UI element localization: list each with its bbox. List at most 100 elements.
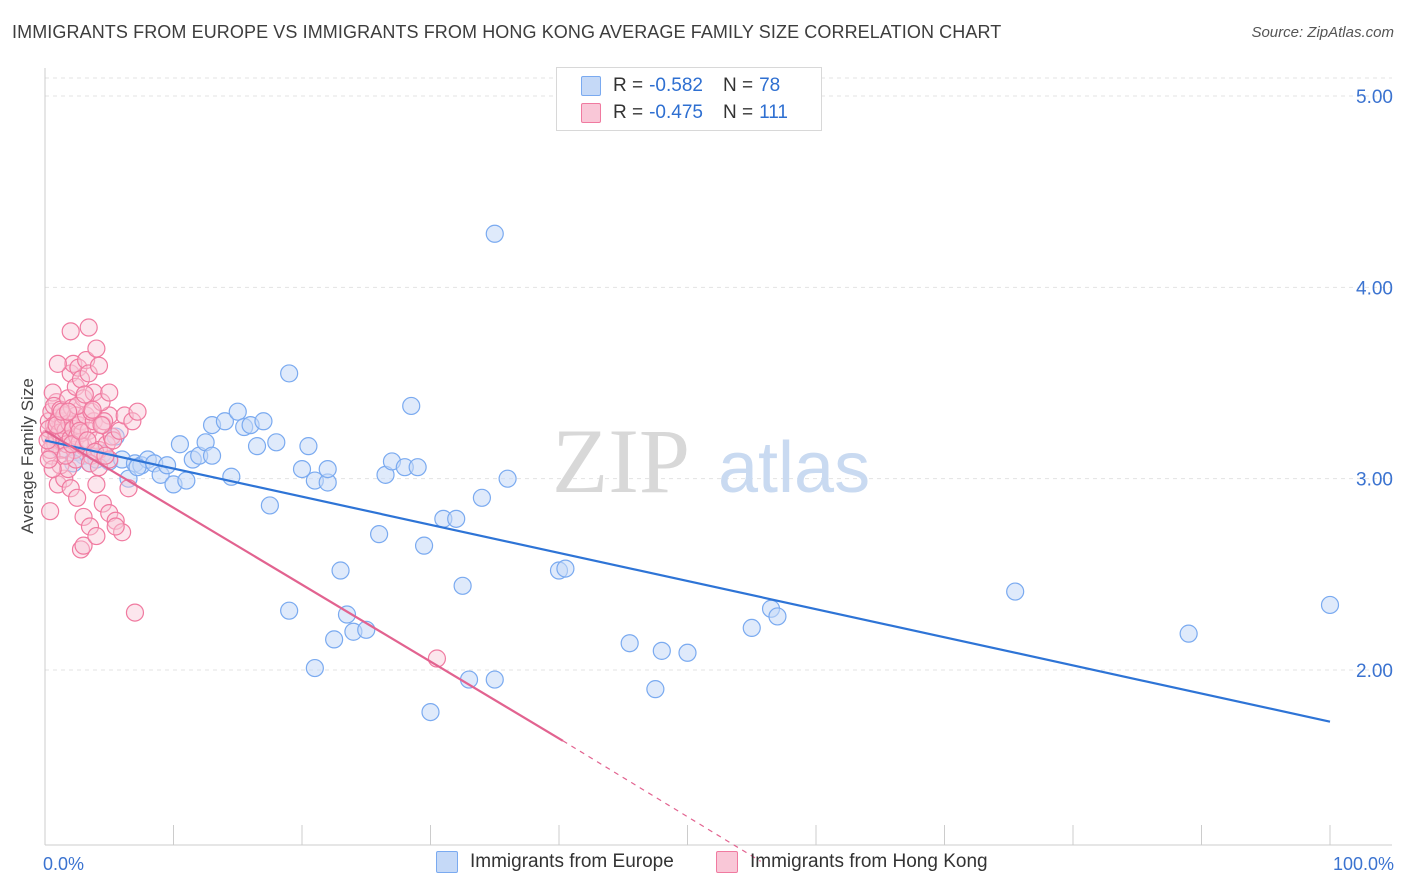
legend-row-europe: R = -0.582 N = 78 [581, 73, 780, 99]
point-europe [280, 364, 299, 383]
point-hongkong [70, 421, 89, 440]
point-europe [305, 658, 324, 678]
point-hongkong [106, 511, 125, 530]
point-hongkong [92, 415, 111, 435]
point-europe [678, 643, 697, 662]
point-europe [485, 224, 504, 243]
point-hongkong [59, 402, 78, 421]
legend-swatch-hongkong [581, 103, 601, 123]
point-europe [280, 601, 299, 620]
y-tick-label: 5.00 [1356, 87, 1393, 108]
point-hongkong [79, 364, 98, 383]
x-tick-label: 0.0% [43, 854, 84, 874]
legend-r-value-hongkong: -0.475 [649, 102, 703, 123]
legend-n-label: N = [722, 75, 754, 96]
point-europe [421, 702, 440, 722]
point-europe [408, 458, 427, 477]
point-europe [498, 469, 517, 488]
point-hongkong [119, 479, 138, 498]
point-hongkong [79, 318, 98, 337]
point-europe [485, 670, 504, 689]
watermark: ZIP atlas [552, 410, 870, 512]
x-tick-labels: 0.0% 100.0% [43, 854, 1394, 874]
point-europe [177, 471, 196, 490]
source-label: Source: ZipAtlas.com [1251, 24, 1394, 41]
point-hongkong [74, 507, 93, 527]
point-hongkong [68, 488, 87, 507]
grid [45, 77, 1392, 671]
point-europe [292, 460, 312, 479]
point-hongkong [59, 460, 78, 479]
point-europe [325, 630, 344, 649]
point-hongkong [100, 383, 119, 402]
point-hongkong [61, 322, 80, 341]
point-europe [414, 536, 434, 555]
point-hongkong [123, 412, 142, 431]
legend-r-label: R = [613, 75, 644, 96]
point-europe [1006, 582, 1025, 601]
point-europe [247, 437, 267, 456]
point-hongkong [41, 502, 60, 521]
point-europe [215, 412, 234, 431]
point-hongkong [106, 517, 125, 536]
point-hongkong [69, 358, 88, 377]
bottom-legend-hongkong: Immigrants from Hong Kong [716, 851, 988, 873]
series-hongkong [38, 318, 447, 668]
point-hongkong [61, 479, 80, 498]
point-europe [260, 496, 279, 515]
point-europe [453, 576, 472, 595]
legend-n-label: N = [722, 102, 754, 123]
point-europe [228, 402, 247, 421]
watermark-zip: ZIP [552, 410, 690, 512]
point-hongkong [66, 450, 85, 469]
point-europe [402, 396, 421, 416]
point-hongkong [47, 415, 66, 435]
y-tick-labels: 2.00 3.00 4.00 5.00 [1356, 87, 1393, 682]
point-hongkong [48, 354, 67, 373]
legend-r-label: R = [613, 102, 644, 123]
point-europe [202, 446, 222, 465]
point-hongkong [87, 526, 106, 546]
point-europe [768, 607, 787, 626]
legend-r-value-europe: -0.582 [649, 75, 703, 96]
point-hongkong [93, 494, 112, 513]
bottom-legend-label-europe: Immigrants from Europe [470, 851, 674, 872]
point-hongkong [87, 475, 106, 494]
point-europe [267, 433, 286, 452]
point-hongkong [80, 517, 100, 536]
point-europe [620, 634, 639, 653]
point-hongkong [83, 400, 102, 419]
point-europe [472, 488, 491, 507]
point-europe [646, 680, 665, 699]
point-europe [318, 460, 337, 479]
point-europe [1179, 624, 1198, 643]
point-hongkong [125, 603, 145, 622]
point-europe [556, 559, 575, 578]
point-europe [1320, 595, 1340, 615]
point-hongkong [75, 385, 94, 404]
trend-line-hongkong [44, 429, 564, 742]
y-tick-label: 4.00 [1356, 278, 1393, 299]
stats-legend: R = -0.582 N = 78 R = -0.475 N = 111 [556, 67, 822, 131]
trend-lines [44, 429, 1331, 862]
point-hongkong [89, 356, 109, 375]
y-tick-label: 3.00 [1356, 470, 1393, 491]
point-europe [331, 561, 350, 580]
point-hongkong [104, 431, 123, 450]
point-hongkong [74, 536, 93, 555]
point-hongkong [128, 402, 147, 421]
bottom-legend-label-hongkong: Immigrants from Hong Kong [750, 851, 988, 872]
bottom-legend-swatch-hongkong [716, 851, 738, 873]
trend-line-europe [44, 439, 1331, 723]
point-hongkong [43, 460, 62, 479]
point-europe [447, 509, 466, 528]
bottom-legend-swatch-europe [436, 851, 458, 873]
point-hongkong [100, 406, 119, 425]
legend-row-hongkong: R = -0.475 N = 111 [581, 100, 788, 126]
bottom-legend-europe: Immigrants from Europe [436, 851, 674, 873]
legend-n-value-hongkong: 111 [759, 102, 788, 123]
y-axis-label: Average Family Size [18, 378, 37, 534]
point-europe [652, 641, 671, 660]
point-europe [128, 458, 147, 477]
